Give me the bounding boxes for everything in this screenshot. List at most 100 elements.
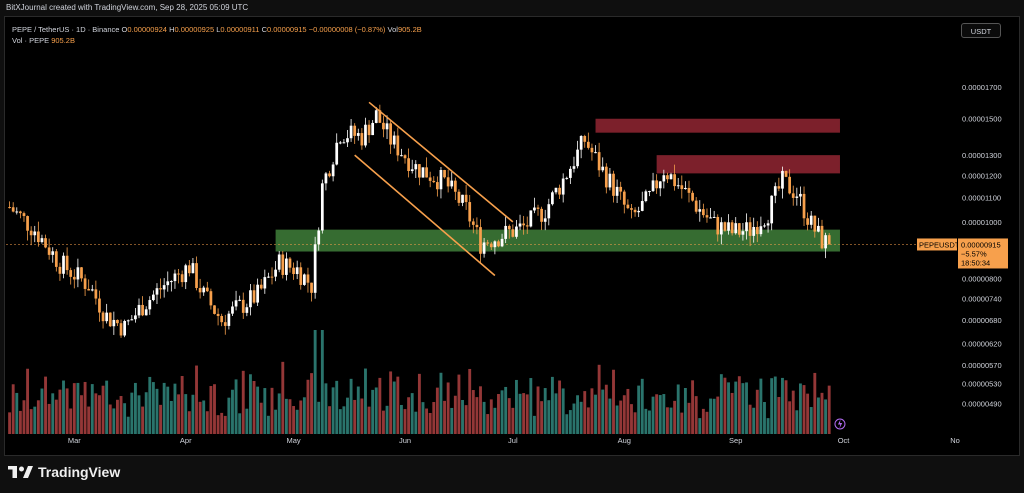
volume-bar <box>428 413 432 434</box>
volume-bar <box>306 379 310 434</box>
candle-body <box>493 241 497 248</box>
volume-bar <box>770 378 774 434</box>
volume-bar <box>198 401 202 434</box>
high-label: H <box>169 25 175 34</box>
tradingview-logo-icon <box>8 466 33 478</box>
candle-body <box>328 173 331 177</box>
candle-body <box>364 124 367 146</box>
candle-body <box>152 294 155 301</box>
candle-body <box>673 174 676 187</box>
volume-bar <box>471 390 475 434</box>
volume-bar <box>87 406 91 434</box>
candle-body <box>622 191 626 205</box>
volume-bar <box>669 407 673 434</box>
volume-bar <box>324 383 328 434</box>
volume-bar <box>464 405 468 434</box>
candle-body <box>72 276 76 280</box>
candle-body <box>551 192 554 205</box>
candle-body <box>288 258 292 268</box>
tradingview-brand[interactable]: TradingView <box>8 464 120 480</box>
volume-bar <box>266 415 270 434</box>
candle-body <box>432 180 436 183</box>
volume-bar <box>572 403 576 434</box>
volume-bar <box>532 415 536 434</box>
candle-body <box>795 196 799 198</box>
volume-bar <box>734 381 738 434</box>
volume-bar <box>58 389 62 434</box>
volume-bar <box>698 418 702 434</box>
volume-bar <box>328 406 331 434</box>
lightning-icon <box>837 419 843 429</box>
candle-body <box>784 170 788 177</box>
candle-body <box>238 299 242 301</box>
volume-bar <box>22 400 26 434</box>
candle-body <box>209 291 213 306</box>
volume-bar <box>216 415 220 434</box>
volume-bar <box>813 372 817 434</box>
volume-bar <box>515 379 518 434</box>
volume-bar <box>432 402 436 434</box>
candle-body <box>403 155 407 159</box>
candle-body <box>712 216 716 218</box>
volume-legend: Vol · PEPE 905.2B <box>12 36 75 45</box>
candle-body <box>479 227 482 254</box>
candle-body <box>267 276 270 278</box>
low-value: 0.00000911 <box>220 25 260 34</box>
candle-body <box>19 211 22 214</box>
candle-body <box>410 169 414 172</box>
volume-series-label[interactable]: Vol · PEPE <box>12 36 50 45</box>
candle-body <box>450 180 454 187</box>
candle-body <box>353 125 357 136</box>
volume-bar <box>791 390 795 434</box>
candle-body <box>87 288 91 291</box>
candle-body <box>195 263 198 288</box>
volume-bar <box>709 398 712 434</box>
candle-body <box>781 170 784 189</box>
candle-body <box>435 182 439 190</box>
candle-body <box>256 284 259 303</box>
candle-body <box>482 242 486 254</box>
candle-body <box>497 241 500 247</box>
volume-bar <box>227 397 231 434</box>
candle-body <box>737 223 741 235</box>
y-tick-label: 0.00000620 <box>962 339 1002 348</box>
candle-body <box>285 258 288 275</box>
symbol-title[interactable]: PEPE / TetherUS · 1D · Binance <box>12 25 120 34</box>
volume-bar <box>295 409 299 434</box>
volume-bar <box>640 378 644 434</box>
candle-body <box>705 215 709 218</box>
price-chart[interactable]: 0.00001700 0.00001500 0.00001300 0.00001200… <box>0 0 1024 456</box>
candle-body <box>827 235 831 245</box>
volume-bar <box>223 415 227 434</box>
volume-bar <box>687 402 691 434</box>
candle-body <box>666 175 669 180</box>
candle-body <box>227 313 231 326</box>
candle-body <box>98 298 101 313</box>
volume-bar <box>802 385 806 434</box>
candle-body <box>644 191 648 202</box>
volume-bar <box>335 380 339 434</box>
volume-bar <box>378 377 382 434</box>
candle-body <box>33 231 37 236</box>
candle-body <box>464 194 468 203</box>
candle-body <box>698 209 702 212</box>
volume-bar <box>540 401 544 434</box>
candle-body <box>730 222 734 234</box>
candle-body <box>565 177 569 179</box>
candle-body <box>597 152 601 171</box>
price-badge-line: 0.00000915 <box>961 240 1001 249</box>
volume-bar <box>748 404 752 434</box>
volume-bar <box>177 394 180 434</box>
candle-body <box>324 173 328 184</box>
volume-bar <box>29 409 33 434</box>
candle-body <box>231 306 234 314</box>
volume-bar <box>745 382 748 434</box>
volume-bar <box>389 371 393 434</box>
vol-value: 905.2B <box>397 25 422 34</box>
y-tick-label: 0.00000740 <box>962 294 1002 303</box>
candle-body <box>144 309 148 316</box>
y-tick-label: 0.00001300 <box>962 151 1002 160</box>
candle-body <box>259 284 263 289</box>
currency-button[interactable]: USDT <box>961 23 1001 38</box>
volume-bar <box>550 376 554 434</box>
